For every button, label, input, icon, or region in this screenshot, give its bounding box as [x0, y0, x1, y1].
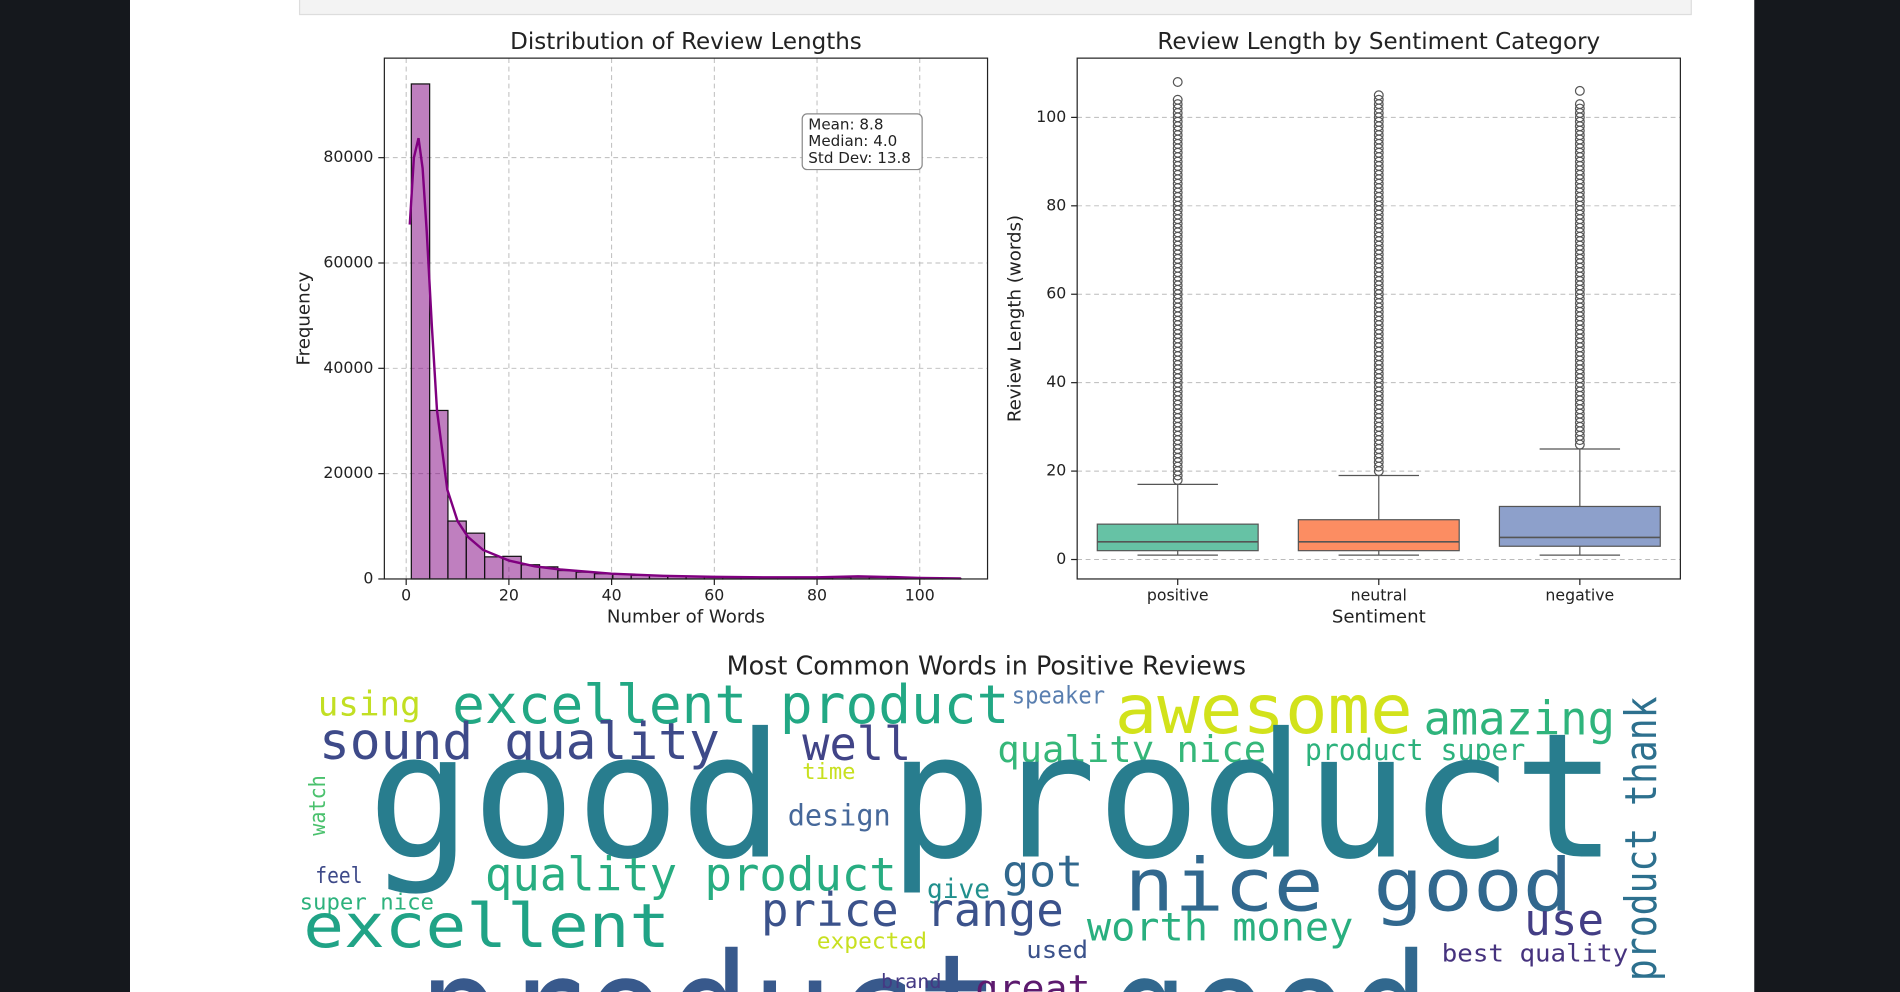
annotation-text: Mean: 8.8 — [808, 115, 883, 133]
x-tick-label: 100 — [905, 585, 935, 604]
word: brand — [881, 970, 942, 992]
word: design — [788, 799, 891, 833]
x-tick-label: negative — [1545, 585, 1614, 604]
x-axis-label: Sentiment — [1332, 607, 1426, 628]
flier — [1172, 99, 1183, 110]
x-tick-label: 20 — [499, 585, 519, 604]
y-tick-label: 0 — [1056, 549, 1066, 568]
word: used — [1026, 936, 1088, 964]
word: super nice — [300, 891, 434, 916]
x-tick-label: neutral — [1351, 585, 1407, 604]
flier — [1172, 94, 1183, 105]
axes-frame — [383, 57, 989, 580]
annotation-text: Std Dev: 13.8 — [808, 149, 911, 167]
word: good — [1109, 921, 1430, 992]
word: feel — [315, 864, 362, 889]
x-tick-label: 80 — [807, 585, 827, 604]
word: well — [802, 717, 911, 771]
word: watch — [306, 775, 331, 836]
word: product super — [1305, 733, 1525, 767]
y-tick-label: 60000 — [323, 252, 373, 271]
x-tick-label: 40 — [602, 585, 622, 604]
y-tick-label: 100 — [1036, 107, 1066, 126]
flier — [1574, 85, 1585, 96]
y-tick-label: 80 — [1046, 195, 1066, 214]
chart-title: Distribution of Review Lengths — [510, 29, 862, 55]
word: amazing — [1424, 691, 1615, 745]
word: product thank — [1617, 696, 1667, 981]
histogram-bar — [483, 556, 504, 580]
word: using — [318, 685, 421, 724]
x-tick-label: positive — [1147, 585, 1209, 604]
output-panel — [129, 0, 1755, 992]
flier — [1373, 94, 1384, 105]
word: worth money — [1087, 906, 1353, 951]
word: best quality — [1442, 939, 1629, 967]
word: great — [975, 967, 1090, 992]
chart-title: Review Length by Sentiment Category — [1157, 29, 1600, 55]
box — [1297, 519, 1460, 552]
word: got — [1002, 848, 1083, 898]
word: sound quality — [319, 712, 720, 771]
histogram-bar — [465, 532, 486, 580]
y-tick-label: 20000 — [323, 463, 373, 482]
box — [1498, 505, 1661, 547]
word: nice good — [1124, 844, 1572, 928]
y-axis-label: Frequency — [293, 271, 314, 365]
word: quality nice — [997, 728, 1266, 771]
word: quality product — [485, 848, 897, 902]
x-axis-label: Number of Words — [607, 607, 765, 628]
y-tick-label: 0 — [363, 568, 373, 587]
word: price range — [761, 883, 1064, 937]
box — [1096, 523, 1259, 552]
y-tick-label: 80000 — [323, 147, 373, 166]
word-cloud: using excellent product speaker awesome amaz… — [300, 670, 1667, 992]
word: give — [927, 874, 990, 905]
word: excellent product — [452, 674, 1009, 736]
word: product — [418, 921, 999, 992]
word: good product — [367, 695, 1617, 897]
flier — [1172, 77, 1183, 87]
toolbar-strip — [298, 0, 1692, 16]
word: expected — [817, 929, 927, 954]
flier — [1574, 103, 1585, 114]
histogram-bar — [429, 409, 449, 580]
flier — [1574, 99, 1585, 110]
word: speaker — [1012, 681, 1105, 709]
y-tick-label: 20 — [1046, 461, 1066, 480]
axes-frame — [1076, 57, 1681, 580]
y-tick-label: 40000 — [323, 358, 373, 377]
annotation-text: Median: 4.0 — [808, 132, 897, 150]
histogram-bar — [557, 569, 577, 580]
word: awesome — [1115, 670, 1413, 749]
y-tick-label: 60 — [1046, 284, 1066, 303]
y-axis-label: Review Length (words) — [1004, 215, 1025, 422]
flier — [1373, 90, 1384, 101]
chart-title: Most Common Words in Positive Reviews — [727, 650, 1246, 680]
word: time — [802, 760, 855, 785]
x-tick-label: 0 — [401, 585, 411, 604]
annotation-box — [801, 113, 923, 171]
y-tick-label: 40 — [1046, 372, 1066, 391]
x-tick-label: 60 — [704, 585, 724, 604]
word: excellent — [303, 892, 670, 962]
word: use — [1524, 896, 1604, 946]
kde-line — [408, 137, 961, 580]
